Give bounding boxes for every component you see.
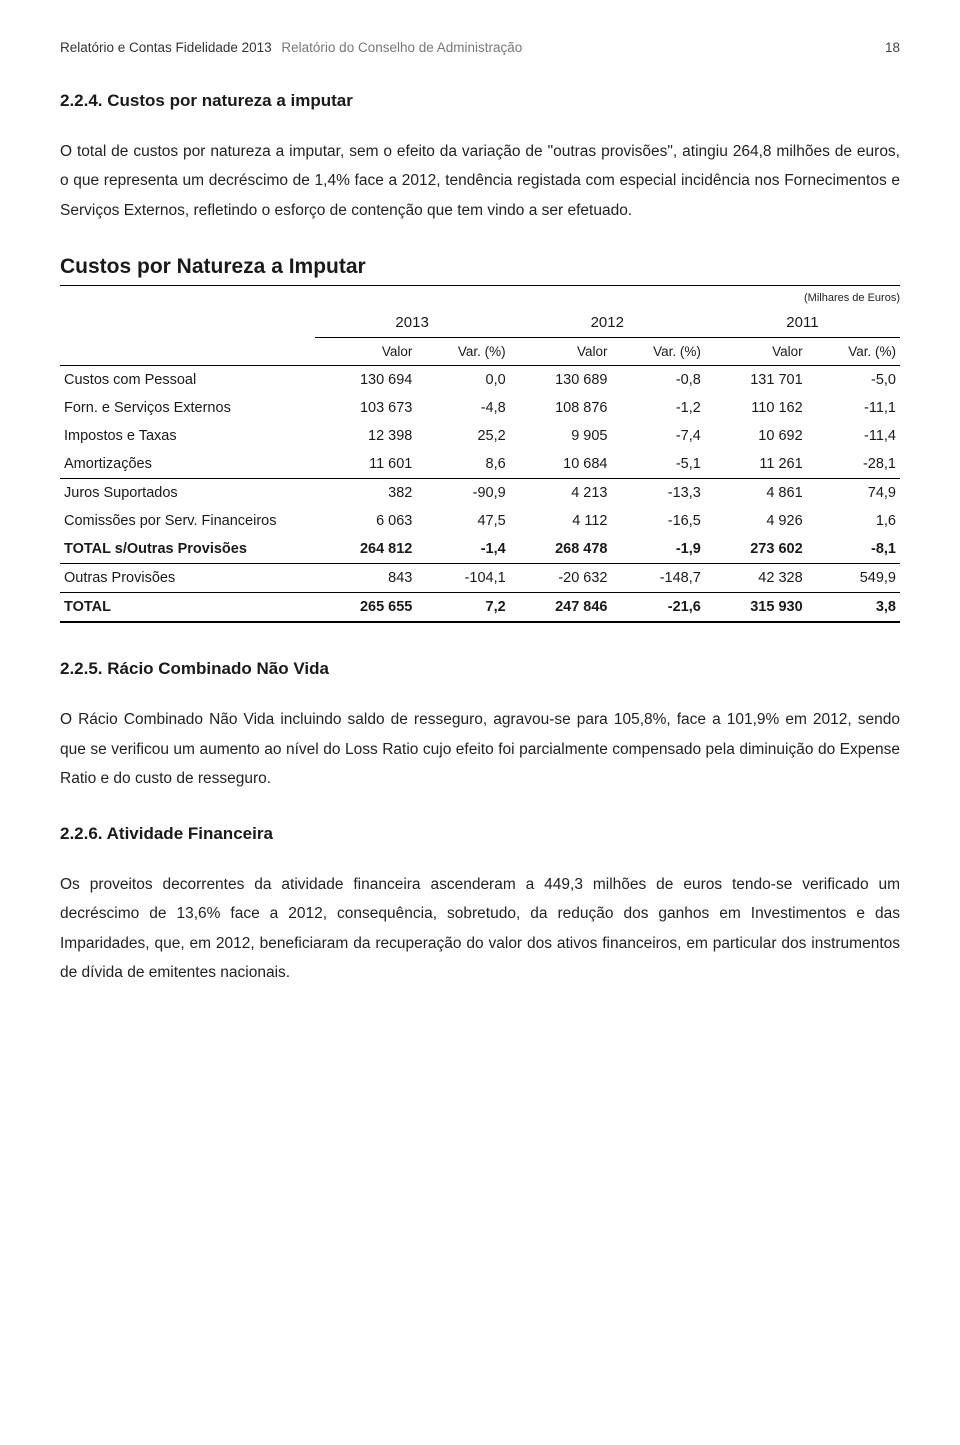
table-cell: -28,1: [807, 450, 900, 479]
table-cell: 843: [315, 564, 417, 593]
table-cell: -7,4: [612, 422, 705, 450]
table-unit: (Milhares de Euros): [60, 285, 900, 308]
table-cell: 4 112: [510, 507, 612, 535]
table-cell: 382: [315, 479, 417, 508]
table-row: Impostos e Taxas12 39825,29 905-7,410 69…: [60, 422, 900, 450]
table-cell: 9 905: [510, 422, 612, 450]
table-row-label: Comissões por Serv. Financeiros: [60, 507, 315, 535]
table-total-cell: 7,2: [416, 593, 509, 623]
table-total-cell: 265 655: [315, 593, 417, 623]
table-cell: 10 684: [510, 450, 612, 479]
table-total-cell: 315 930: [705, 593, 807, 623]
table-year-2: 2011: [705, 308, 900, 338]
section-226-paragraph: Os proveitos decorrentes da atividade fi…: [60, 870, 900, 988]
page-number: 18: [885, 40, 900, 55]
table-cell: 11 261: [705, 450, 807, 479]
table-sub-5: Var. (%): [807, 338, 900, 366]
table-cell: -13,3: [612, 479, 705, 508]
table-cell: 11 601: [315, 450, 417, 479]
table-row: Amortizações11 6018,610 684-5,111 261-28…: [60, 450, 900, 479]
table-cell: 110 162: [705, 394, 807, 422]
costs-table: 2013 2012 2011 Valor Var. (%) Valor Var.…: [60, 308, 900, 623]
table-cell: -1,2: [612, 394, 705, 422]
table-year-1: 2012: [510, 308, 705, 338]
table-cell: -5,1: [612, 450, 705, 479]
table-sub-4: Valor: [705, 338, 807, 366]
table-row: TOTAL s/Outras Provisões264 812-1,4268 4…: [60, 535, 900, 564]
table-row-label: Outras Provisões: [60, 564, 315, 593]
table-cell: 4 213: [510, 479, 612, 508]
table-cell: 8,6: [416, 450, 509, 479]
table-cell: 42 328: [705, 564, 807, 593]
table-sub-3: Var. (%): [612, 338, 705, 366]
table-row-label: Juros Suportados: [60, 479, 315, 508]
table-cell: 1,6: [807, 507, 900, 535]
header-left: Relatório e Contas Fidelidade 2013: [60, 40, 272, 55]
table-cell: 268 478: [510, 535, 612, 564]
table-sub-1: Var. (%): [416, 338, 509, 366]
table-cell: -1,4: [416, 535, 509, 564]
table-cell: -8,1: [807, 535, 900, 564]
table-cell: 47,5: [416, 507, 509, 535]
table-cell: 108 876: [510, 394, 612, 422]
table-cell: 264 812: [315, 535, 417, 564]
table-total-label: TOTAL: [60, 593, 315, 623]
table-cell: 130 694: [315, 366, 417, 395]
table-cell: -104,1: [416, 564, 509, 593]
table-cell: -4,8: [416, 394, 509, 422]
table-cell: 4 926: [705, 507, 807, 535]
section-224-paragraph: O total de custos por natureza a imputar…: [60, 137, 900, 225]
table-row: Comissões por Serv. Financeiros6 06347,5…: [60, 507, 900, 535]
table-cell: -11,4: [807, 422, 900, 450]
section-224-heading: 2.2.4. Custos por natureza a imputar: [60, 91, 900, 111]
table-title: Custos por Natureza a Imputar: [60, 255, 900, 279]
table-cell: -90,9: [416, 479, 509, 508]
page-header: Relatório e Contas Fidelidade 2013 Relat…: [60, 40, 900, 55]
table-cell: 4 861: [705, 479, 807, 508]
table-row-label: Custos com Pessoal: [60, 366, 315, 395]
table-cell: -148,7: [612, 564, 705, 593]
section-225-heading: 2.2.5. Rácio Combinado Não Vida: [60, 659, 900, 679]
table-cell: 103 673: [315, 394, 417, 422]
table-cell: -1,9: [612, 535, 705, 564]
table-row-label: TOTAL s/Outras Provisões: [60, 535, 315, 564]
table-cell: -5,0: [807, 366, 900, 395]
table-row-label: Forn. e Serviços Externos: [60, 394, 315, 422]
section-225-paragraph: O Rácio Combinado Não Vida incluindo sal…: [60, 705, 900, 793]
table-total-cell: 3,8: [807, 593, 900, 623]
table-cell: 6 063: [315, 507, 417, 535]
table-cell: 74,9: [807, 479, 900, 508]
table-total-cell: -21,6: [612, 593, 705, 623]
table-year-0: 2013: [315, 308, 510, 338]
table-row-label: Amortizações: [60, 450, 315, 479]
table-sub-2: Valor: [510, 338, 612, 366]
table-row: Forn. e Serviços Externos103 673-4,8108 …: [60, 394, 900, 422]
table-sub-0: Valor: [315, 338, 417, 366]
table-cell: 0,0: [416, 366, 509, 395]
table-row: Juros Suportados382-90,94 213-13,34 8617…: [60, 479, 900, 508]
table-cell: 25,2: [416, 422, 509, 450]
header-right: Relatório do Conselho de Administração: [281, 40, 522, 55]
table-cell: -16,5: [612, 507, 705, 535]
table-cell: 10 692: [705, 422, 807, 450]
table-cell: -20 632: [510, 564, 612, 593]
table-row-label: Impostos e Taxas: [60, 422, 315, 450]
table-cell: 12 398: [315, 422, 417, 450]
table-total-row: TOTAL265 6557,2247 846-21,6315 9303,8: [60, 593, 900, 623]
section-226-heading: 2.2.6. Atividade Financeira: [60, 824, 900, 844]
table-row: Custos com Pessoal130 6940,0130 689-0,81…: [60, 366, 900, 395]
table-cell: 273 602: [705, 535, 807, 564]
table-cell: 549,9: [807, 564, 900, 593]
table-cell: -11,1: [807, 394, 900, 422]
table-cell: -0,8: [612, 366, 705, 395]
table-row: Outras Provisões843-104,1-20 632-148,742…: [60, 564, 900, 593]
table-cell: 130 689: [510, 366, 612, 395]
table-total-cell: 247 846: [510, 593, 612, 623]
table-cell: 131 701: [705, 366, 807, 395]
